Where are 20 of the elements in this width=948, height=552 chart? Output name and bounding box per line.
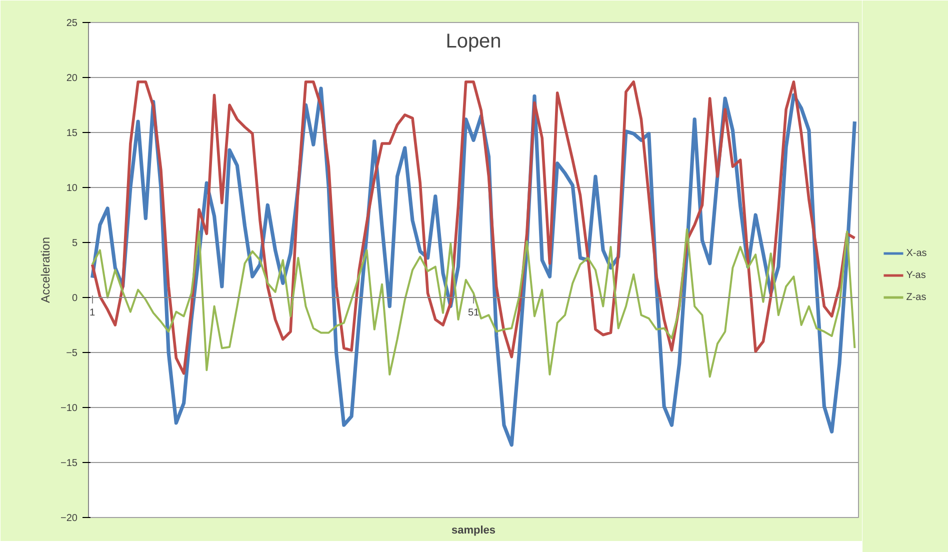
y-tick-label: 5 [72, 238, 78, 249]
line-series [91, 228, 856, 378]
y-tick-label: −10 [60, 403, 78, 414]
y-tick-label: 10 [66, 183, 78, 194]
x-axis-title: samples [451, 524, 496, 536]
legend-label: Y-as [906, 270, 926, 280]
y-tick-label: 15 [66, 128, 78, 139]
chart-title: Lopen [446, 30, 502, 52]
legend-label: X-as [906, 248, 927, 258]
y-tick-label: −15 [60, 458, 78, 469]
y-tick-label: 0 [72, 293, 78, 304]
legend-label: Z-as [906, 292, 926, 302]
line-series [90, 80, 856, 375]
x-tick-label: 1 [90, 308, 96, 318]
x-tick-label: 51 [468, 308, 480, 318]
y-tick-label: 25 [66, 18, 78, 29]
y-tick-label: 20 [66, 73, 78, 84]
y-tick-label: −5 [66, 348, 78, 359]
y-axis-title: Acceleration [38, 236, 53, 304]
y-tick-label: −20 [60, 513, 78, 524]
